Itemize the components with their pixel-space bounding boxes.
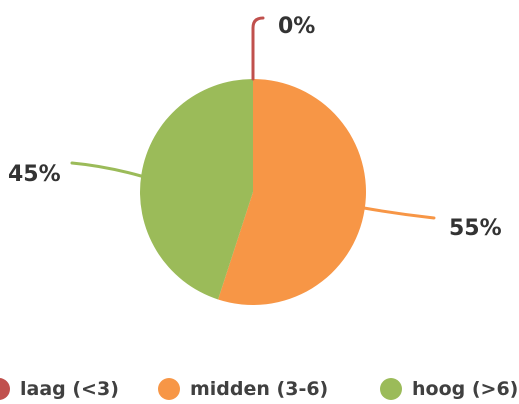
data-label-laag: 0% <box>278 14 315 39</box>
leader-lines <box>70 16 436 220</box>
pie-slices <box>139 79 366 305</box>
leader-line-laag <box>251 16 265 81</box>
leader-line-hoog <box>70 161 143 178</box>
legend-swatch-laag <box>0 378 10 400</box>
legend-swatch-midden <box>158 378 180 400</box>
data-label-hoog: 45% <box>8 162 61 187</box>
legend-item-midden: midden (3-6) <box>158 374 328 404</box>
legend-label-laag: laag (<3) <box>20 378 119 400</box>
leader-line-midden <box>362 206 436 220</box>
legend-item-hoog: hoog (>6) <box>380 374 518 404</box>
legend-swatch-hoog <box>380 378 402 400</box>
legend: laag (<3) midden (3-6) hoog (>6) <box>0 374 519 404</box>
legend-label-hoog: hoog (>6) <box>412 378 519 400</box>
pie-slice-hoog <box>139 79 253 300</box>
data-label-midden: 55% <box>449 216 502 241</box>
pie-slice-midden <box>218 79 366 305</box>
legend-label-midden: midden (3-6) <box>190 378 329 400</box>
legend-item-laag: laag (<3) <box>0 374 119 404</box>
